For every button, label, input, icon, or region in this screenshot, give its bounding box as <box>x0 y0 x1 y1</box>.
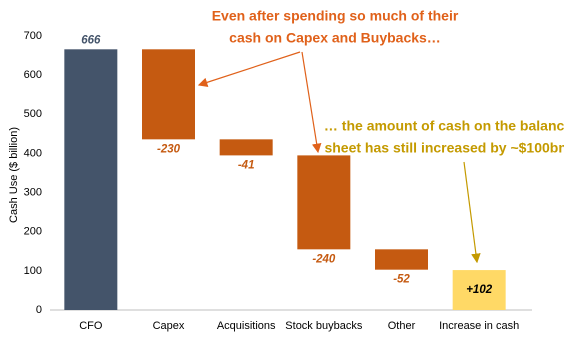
y-tick-label: 500 <box>24 108 42 120</box>
y-tick-label: 700 <box>24 30 42 42</box>
annotation: cash on Capex and Buybacks… <box>229 30 441 46</box>
value-label: -52 <box>393 274 410 286</box>
value-label: -240 <box>312 253 336 265</box>
bar <box>219 139 273 156</box>
bar <box>452 270 506 310</box>
value-label: +102 <box>466 284 493 296</box>
x-tick-label: Acquisitions <box>217 320 276 332</box>
y-tick-label: 0 <box>36 304 42 316</box>
y-tick-label: 400 <box>24 147 42 159</box>
x-tick-label: CFO <box>79 320 103 332</box>
arrow <box>463 161 481 264</box>
x-tick-label: Stock buybacks <box>285 320 363 332</box>
annotation: sheet has still increased by ~$100bn! <box>324 140 564 156</box>
annotation: Even after spending so much of their <box>212 8 459 24</box>
arrow <box>301 51 322 154</box>
arrow <box>197 51 301 87</box>
x-tick-label: Other <box>388 320 416 332</box>
bar <box>64 49 118 311</box>
bar <box>375 249 428 270</box>
value-label: -41 <box>238 159 255 171</box>
value-label: 666 <box>81 34 101 46</box>
y-tick-label: 600 <box>24 69 42 81</box>
bar <box>142 49 195 140</box>
annotation: … the amount of cash on the balance <box>324 118 564 134</box>
value-label: -230 <box>157 143 181 155</box>
y-tick-label: 300 <box>24 186 42 198</box>
y-tick-label: 100 <box>24 265 42 277</box>
x-tick-label: Increase in cash <box>439 320 519 332</box>
y-tick-label: 200 <box>24 226 42 238</box>
x-tick-label: Capex <box>153 320 185 332</box>
bar <box>297 155 351 250</box>
y-axis-label: Cash Use ($ billion) <box>8 127 20 223</box>
